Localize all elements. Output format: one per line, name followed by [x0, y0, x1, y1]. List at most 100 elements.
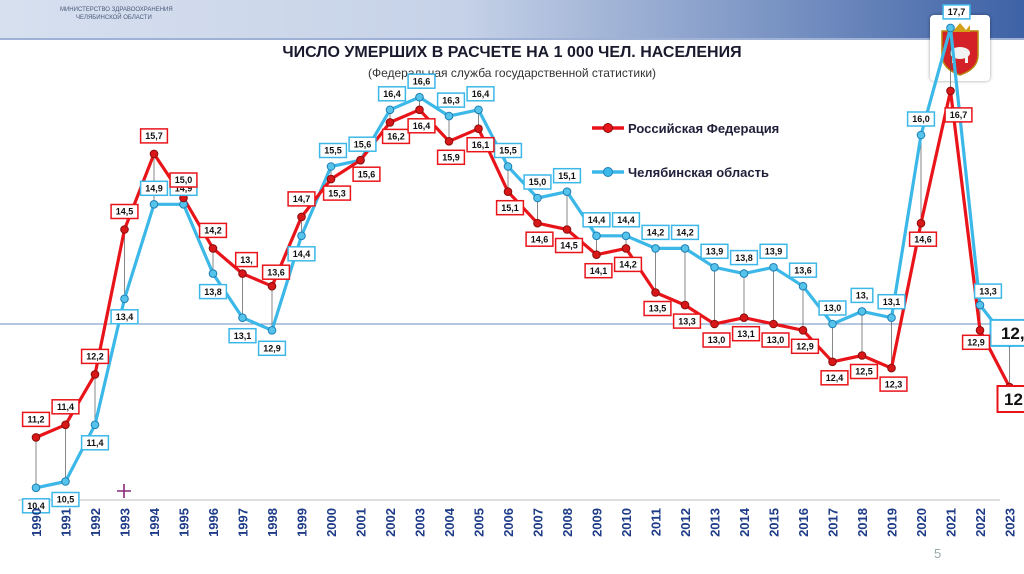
russia-data-label-box	[790, 338, 820, 355]
chelyabinsk-point	[444, 111, 454, 121]
chelyabinsk-data-label-box	[377, 86, 407, 102]
chelyabinsk-data-label: 15,0	[529, 177, 547, 187]
russia-data-label-box	[169, 172, 198, 188]
chelyabinsk-data-label: 16,3	[442, 95, 460, 105]
chelyabinsk-data-label: 15,6	[354, 139, 372, 149]
russia-point	[267, 281, 277, 291]
russia-data-label-box	[407, 118, 436, 134]
russia-data-label-box	[352, 166, 381, 182]
chelyabinsk-point	[415, 92, 424, 102]
russia-point	[562, 225, 572, 234]
russia-data-label: 15,7	[145, 131, 163, 141]
chelyabinsk-data-label: 10,5	[57, 495, 75, 505]
russia-data-label: 15,0	[175, 175, 193, 185]
chelyabinsk-data-label-box	[257, 340, 287, 357]
russia-data-label-box	[643, 300, 672, 317]
chelyabinsk-point	[592, 231, 601, 241]
russia-data-label: 15,1	[501, 203, 519, 213]
x-tick-label: 2007	[531, 508, 546, 537]
chelyabinsk-data-label-box	[436, 92, 466, 108]
x-tick-label: 1990	[29, 508, 44, 537]
chelyabinsk-data-label-box	[611, 212, 641, 228]
russia-data-label-box	[584, 262, 613, 279]
chelyabinsk-point	[975, 300, 985, 310]
russia-data-label-box	[261, 264, 291, 280]
x-tick-label: 2014	[737, 507, 752, 537]
x-tick-label: 2003	[413, 508, 428, 537]
russia-data-label-box	[234, 251, 259, 268]
chelyabinsk-data-label-box	[641, 224, 670, 241]
russia-data-label-box	[996, 385, 1024, 413]
chelyabinsk-point	[90, 420, 100, 430]
chelyabinsk-point	[680, 244, 690, 253]
chelyabinsk-data-label: 14,2	[676, 228, 694, 238]
russia-point	[503, 187, 513, 196]
x-tick-label: 2020	[914, 508, 929, 537]
russia-point	[31, 433, 41, 442]
russia-data-label-box	[21, 411, 51, 428]
russia-data-label: 14,5	[560, 241, 578, 251]
header-bar	[0, 0, 1024, 40]
chelyabinsk-data-label-box	[729, 249, 759, 266]
x-tick-label: 2023	[1003, 508, 1018, 537]
chelyabinsk-point	[385, 105, 395, 115]
chelyabinsk-data-label: 13,6	[794, 265, 812, 275]
chelyabinsk-data-label: 16,0	[912, 114, 930, 124]
russia-data-label: 13,1	[737, 329, 755, 339]
russia-data-label-box	[702, 332, 731, 348]
chelyabinsk-data-label-box	[850, 287, 874, 304]
chelyabinsk-data-label-box	[818, 300, 847, 316]
russia-data-label: 13,5	[649, 304, 667, 314]
x-tick-label: 1998	[265, 508, 280, 537]
russia-data-label-box	[849, 363, 879, 380]
chelyabinsk-data-label: 15,5	[324, 146, 342, 156]
x-tick-label: 2013	[708, 508, 723, 537]
russia-point	[238, 269, 247, 278]
x-tick-label: 2009	[590, 508, 605, 537]
russia-data-label-box	[466, 136, 495, 153]
chelyabinsk-point	[857, 307, 867, 316]
russia-point	[533, 218, 542, 228]
chelyabinsk-point	[828, 319, 837, 329]
chelyabinsk-data-label: 13,4	[116, 312, 134, 322]
russia-data-label: 15,6	[358, 169, 376, 179]
chelyabinsk-point	[120, 294, 129, 304]
x-tick-label: 2008	[560, 508, 575, 537]
x-tick-label: 2011	[649, 508, 664, 536]
x-tick-label: 2002	[383, 508, 398, 537]
chelyabinsk-data-label-box	[139, 180, 169, 197]
russia-point	[651, 288, 660, 297]
russia-data-label-box	[613, 256, 643, 273]
chelyabinsk-data-label-box	[466, 86, 495, 102]
chelyabinsk-data-label: 14,2	[647, 228, 665, 238]
russia-data-label: 13,0	[708, 335, 726, 345]
x-tick-label: 1995	[177, 508, 192, 537]
chart-subtitle: (Федеральная служба государственной стат…	[367, 66, 657, 80]
x-tick-label: 2021	[944, 508, 959, 537]
russia-data-label-box	[961, 334, 991, 351]
chelyabinsk-data-label: 13,8	[204, 287, 222, 297]
russia-data-label: 12,5	[855, 367, 873, 377]
chelyabinsk-data-label-box	[582, 212, 611, 228]
russia-point	[326, 174, 336, 184]
russia-data-label: 11,2	[27, 415, 44, 425]
russia-data-label: 12	[1004, 390, 1023, 409]
chelyabinsk-data-label: 14,4	[293, 249, 311, 259]
russia-data-label-box	[672, 313, 702, 329]
russia-point	[356, 155, 365, 165]
russia-data-label: 12,9	[796, 342, 814, 352]
x-tick-label: 2017	[826, 508, 841, 537]
chelyabinsk-data-label: 13,9	[706, 247, 724, 257]
russia-point	[592, 250, 601, 259]
russia-data-label: 14,1	[590, 266, 608, 276]
chelyabinsk-point	[710, 263, 719, 272]
chelyabinsk-data-label: 14,9	[145, 184, 163, 194]
russia-series-line	[35, 89, 1011, 439]
russia-data-label-box	[198, 222, 228, 239]
x-tick-label: 2004	[442, 507, 457, 537]
chelyabinsk-data-label: 13,0	[824, 303, 842, 313]
chelyabinsk-data-label: 11,4	[86, 438, 103, 448]
russia-point	[120, 225, 129, 234]
russia-data-label: 14,2	[204, 226, 222, 236]
